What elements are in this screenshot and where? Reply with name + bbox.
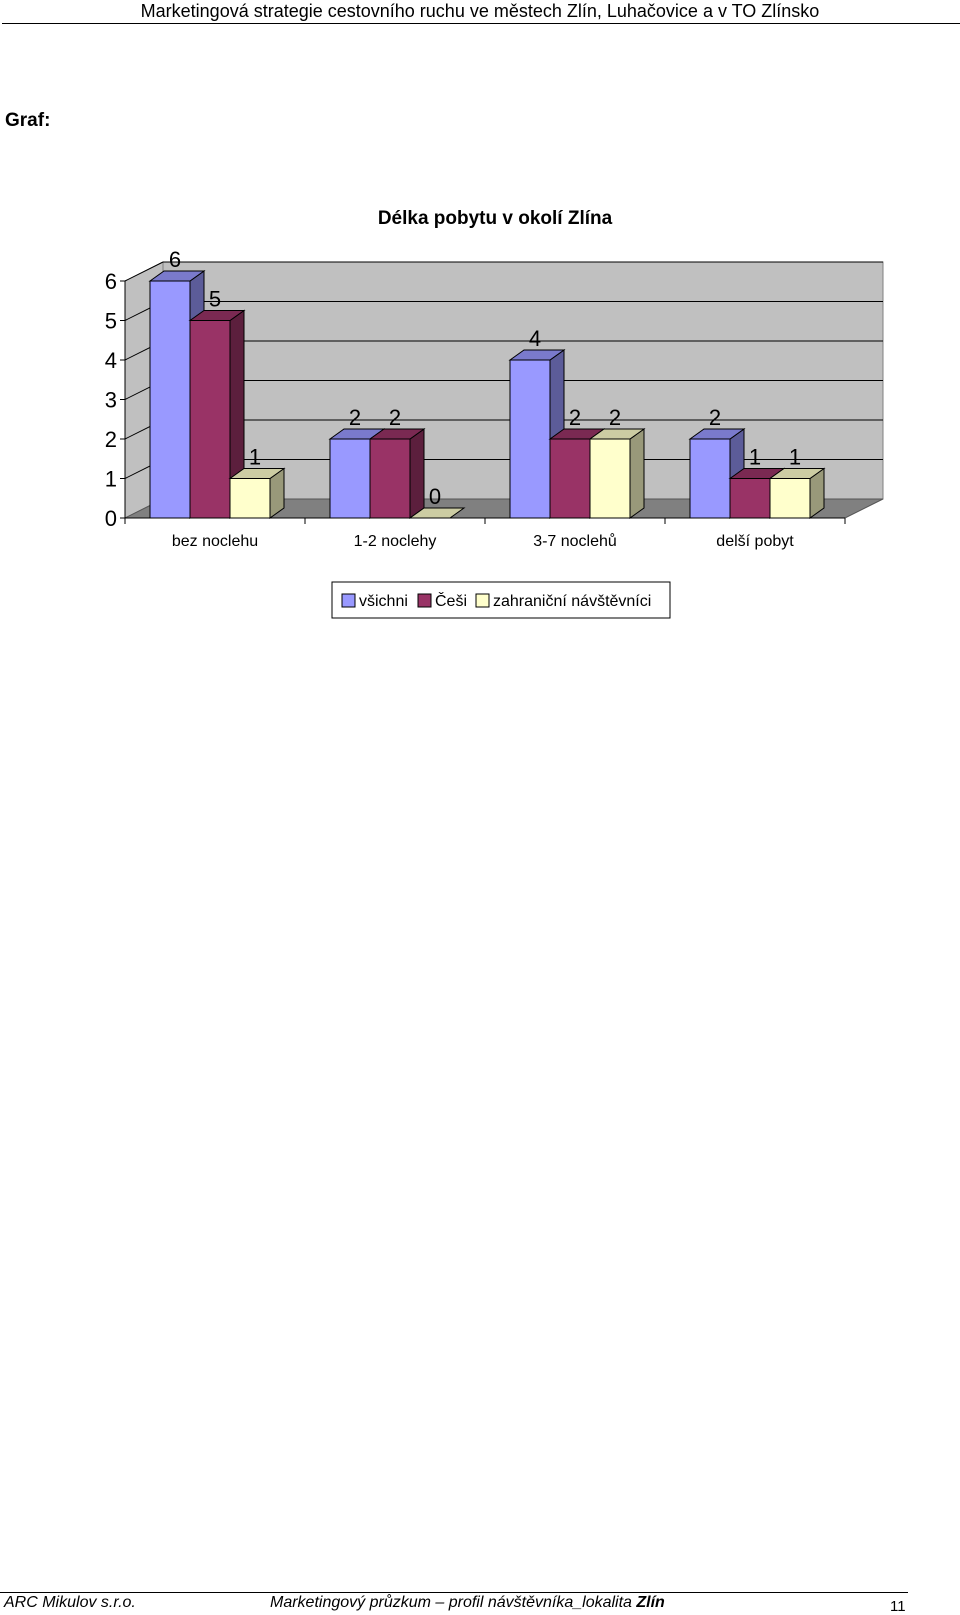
legend-label: všichni xyxy=(359,593,408,610)
bar xyxy=(149,280,191,519)
data-label: 2 xyxy=(609,405,621,430)
x-category-label: 1-2 noclehy xyxy=(354,533,437,550)
bar xyxy=(589,438,631,519)
legend-swatch xyxy=(341,593,356,608)
bar-top xyxy=(188,310,246,321)
x-category-label: delší pobyt xyxy=(716,533,794,550)
legend-swatch xyxy=(417,593,432,608)
data-label: 1 xyxy=(789,445,801,470)
x-category-label: 3-7 noclehů xyxy=(533,532,617,550)
bar xyxy=(689,438,731,519)
bar xyxy=(329,438,371,519)
bar-top xyxy=(368,428,426,440)
footer-document-prefix: Marketingový průzkum – profil návštěvník… xyxy=(270,1594,637,1611)
bar xyxy=(509,359,551,519)
bar-top xyxy=(508,349,566,361)
legend-box xyxy=(331,581,671,619)
footer-document-locality: Zlín xyxy=(636,1594,665,1611)
bar-top xyxy=(768,468,826,479)
data-label: 2 xyxy=(389,405,401,430)
bar-top xyxy=(228,468,286,479)
data-label: 2 xyxy=(569,405,581,430)
data-label: 2 xyxy=(349,405,361,430)
gridline-side xyxy=(124,261,164,282)
y-tick-label: 3 xyxy=(105,388,117,413)
bar xyxy=(229,478,271,519)
bar-top xyxy=(588,428,646,440)
bar xyxy=(769,478,811,519)
y-tick-label: 6 xyxy=(105,269,117,294)
legend-label: zahraniční návštěvníci xyxy=(493,593,651,610)
document-header-title: Marketingová strategie cestovního ruchu … xyxy=(140,1,820,21)
data-label: 6 xyxy=(169,247,181,272)
section-label: Graf: xyxy=(5,110,51,131)
bar-top xyxy=(688,428,746,440)
footer-rule xyxy=(0,1592,908,1593)
bar xyxy=(189,320,231,519)
data-label: 2 xyxy=(709,405,721,430)
legend-label: Češi xyxy=(435,591,467,610)
header-rule xyxy=(2,23,960,24)
bar-top xyxy=(148,270,206,282)
chart-title: Délka pobytu v okolí Zlína xyxy=(378,208,613,229)
legend-swatch xyxy=(475,593,490,608)
y-tick-label: 5 xyxy=(105,309,117,334)
y-tick-label: 0 xyxy=(105,506,117,531)
page-number: 11 xyxy=(890,1598,906,1615)
bar-chart: Délka pobytu v okolí Zlína 0 1 2 3 4 5 6 6 5 1 bez… xyxy=(105,208,884,619)
bar-side xyxy=(409,428,425,519)
bar xyxy=(369,438,411,519)
data-label: 1 xyxy=(249,445,261,470)
y-tick-label: 4 xyxy=(105,348,117,373)
footer-company: ARC Mikulov s.r.o. xyxy=(4,1594,136,1611)
bar xyxy=(549,438,591,519)
bar xyxy=(729,478,771,519)
data-label: 4 xyxy=(529,326,541,351)
data-label: 0 xyxy=(429,484,441,509)
bar-side xyxy=(629,428,645,519)
y-tick-label: 2 xyxy=(105,427,117,452)
bar-top xyxy=(408,507,466,519)
data-label: 5 xyxy=(209,287,221,312)
data-label: 1 xyxy=(749,445,761,470)
y-tick-label: 1 xyxy=(105,467,117,492)
footer-document-name: Marketingový průzkum – profil návštěvník… xyxy=(270,1594,665,1612)
x-category-label: bez noclehu xyxy=(172,533,258,550)
